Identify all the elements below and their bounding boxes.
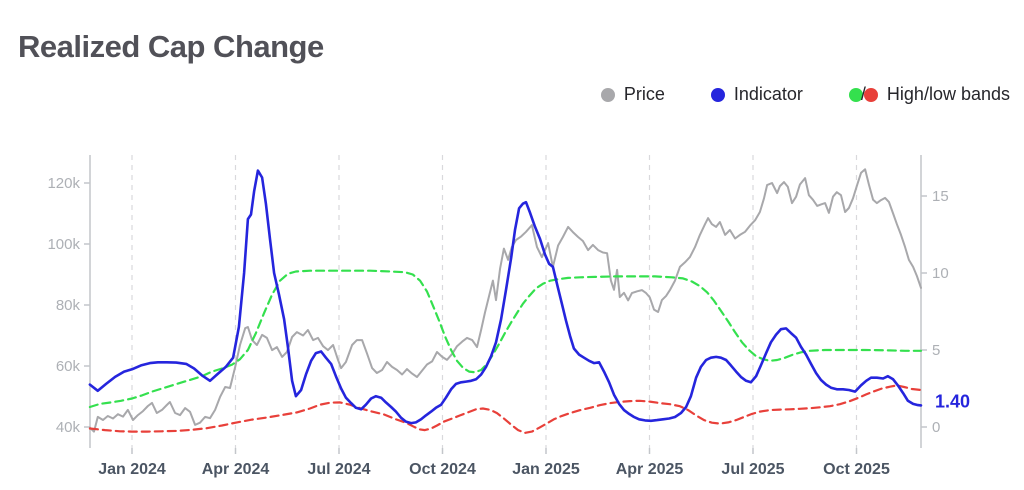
- legend-label-price: Price: [623, 84, 665, 104]
- left-axis-tick-label: 120k: [47, 175, 80, 192]
- x-tick-label: Oct 2024: [409, 461, 476, 478]
- left-axis-tick-label: 60k: [56, 358, 81, 375]
- chart-legend: Price Indicator / High/low bands: [600, 84, 1010, 105]
- series-indicator: [88, 169, 923, 425]
- bands-separator: /: [861, 84, 866, 105]
- x-tick-label: Oct 2025: [823, 461, 890, 478]
- x-tick-label: Jul 2025: [721, 461, 784, 478]
- x-tick-label: Jan 2025: [512, 461, 580, 478]
- high-band-dot-icon: [848, 87, 863, 102]
- series-price: [88, 168, 922, 433]
- series-low-band: [88, 384, 923, 434]
- legend-label-bands: High/low bands: [886, 84, 1010, 104]
- left-axis-tick-label: 40k: [56, 419, 81, 436]
- legend-item-price[interactable]: Price: [600, 84, 665, 105]
- right-axis-tick-label: 10: [932, 265, 949, 282]
- x-tick-label: Apr 2025: [616, 461, 684, 478]
- left-axis-tick-label: 100k: [47, 236, 80, 253]
- x-tick-label: Apr 2024: [202, 461, 270, 478]
- price-dot-icon: [600, 87, 615, 102]
- right-axis-tick-label: 15: [932, 188, 949, 205]
- legend-item-bands[interactable]: / High/low bands: [848, 84, 1010, 105]
- right-axis-tick-label: 5: [932, 342, 940, 359]
- x-tick-label: Jan 2024: [98, 461, 166, 478]
- legend-item-indicator[interactable]: Indicator: [710, 84, 803, 105]
- x-tick-label: Jul 2024: [307, 461, 370, 478]
- bands-dots: /: [848, 84, 878, 105]
- page-title: Realized Cap Change: [18, 28, 324, 64]
- left-axis-tick-label: 80k: [56, 297, 81, 314]
- indicator-dot-icon: [710, 87, 725, 102]
- low-band-dot-icon: [863, 87, 878, 102]
- legend-label-indicator: Indicator: [733, 84, 803, 104]
- right-axis-tick-label: 0: [932, 419, 940, 436]
- indicator-current-value-label: 1.40: [935, 391, 970, 411]
